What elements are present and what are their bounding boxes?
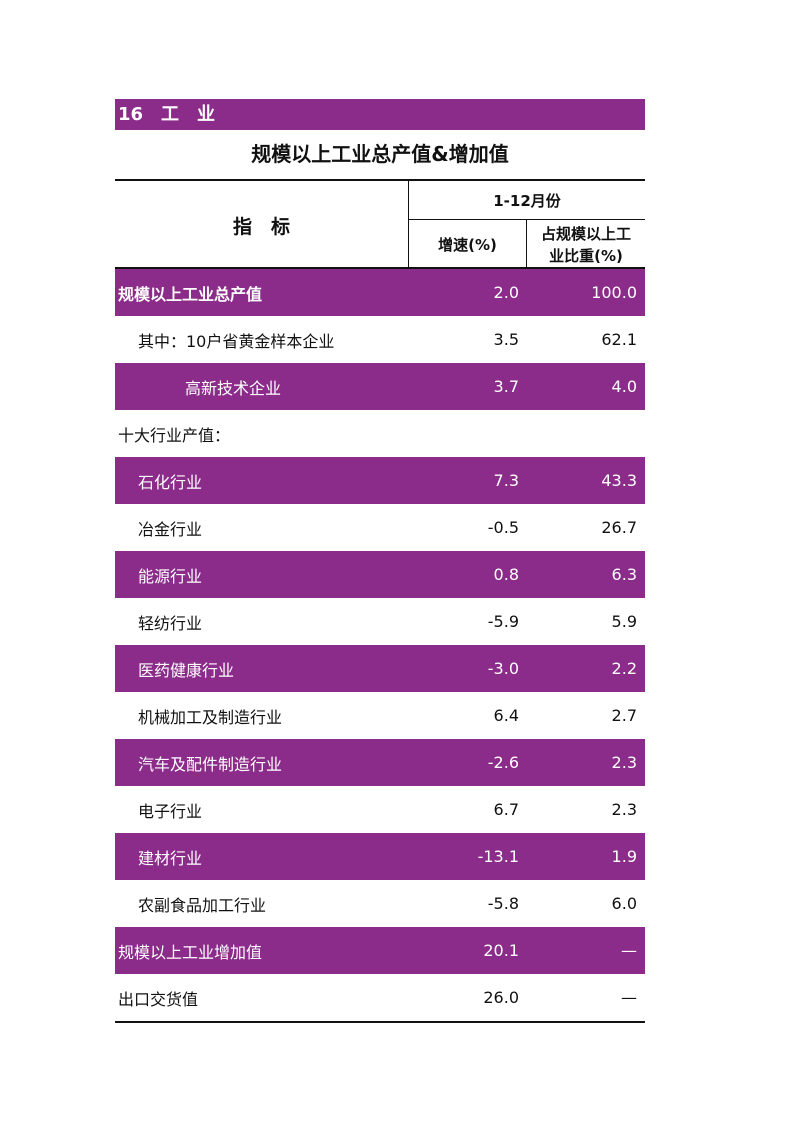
cell-value: 3.5 — [493, 330, 519, 349]
row-label: 高新技术企业 — [185, 378, 282, 398]
table-row: 汽车及配件制造行业 -2.6 2.3 — [115, 739, 645, 786]
cell-value: 1.9 — [611, 847, 637, 866]
table-row: 高新技术企业 3.7 4.0 — [115, 363, 645, 410]
cell-value: 20.1 — [483, 941, 519, 960]
cell-value: 43.3 — [601, 471, 637, 490]
table-row: 规模以上工业总产值 2.0 100.0 — [115, 269, 645, 316]
cell-value: -3.0 — [487, 659, 519, 678]
table-row: 农副食品加工行业 -5.8 6.0 — [115, 880, 645, 927]
cell-value: -13.1 — [477, 847, 519, 866]
cell-value: 0.8 — [493, 565, 519, 584]
cell-value: 7.3 — [493, 471, 519, 490]
row-label: 石化行业 — [138, 472, 203, 492]
share-header: 占规模以上工业比重(%) — [540, 224, 631, 265]
cell-value: 2.2 — [611, 659, 637, 678]
row-label: 机械加工及制造行业 — [138, 707, 283, 727]
table-row: 冶金行业 -0.5 26.7 — [115, 504, 645, 551]
cell-value: 2.3 — [611, 753, 637, 772]
cell-value: 3.7 — [493, 377, 519, 396]
growth-header: 增速(%) — [409, 220, 527, 269]
cell-value: -0.5 — [487, 518, 519, 537]
row-label: 农副食品加工行业 — [138, 895, 267, 915]
table-title: 规模以上工业总产值&增加值 — [251, 142, 509, 166]
cell-value: 5.9 — [611, 612, 637, 631]
cell-value: 2.0 — [493, 283, 519, 302]
table-row: 医药健康行业 -3.0 2.2 — [115, 645, 645, 692]
section-header: 16 工 业 — [115, 99, 645, 130]
cell-value: 4.0 — [611, 377, 637, 396]
row-label: 建材行业 — [138, 848, 203, 868]
row-label: 能源行业 — [138, 566, 203, 586]
table-header: 指 标 1-12月份 增速(%) 占规模以上工业比重(%) — [115, 179, 645, 269]
cell-value: 26.0 — [483, 988, 519, 1007]
table-row: 能源行业 0.8 6.3 — [115, 551, 645, 598]
row-label: 其中：10户省黄金样本企业 — [138, 331, 335, 351]
cell-value: -2.6 — [487, 753, 519, 772]
row-label: 规模以上工业增加值 — [118, 942, 263, 962]
cell-value: 6.4 — [493, 706, 519, 725]
row-label: 电子行业 — [138, 801, 203, 821]
cell-value: 100.0 — [591, 283, 637, 302]
table-row: 机械加工及制造行业 6.4 2.7 — [115, 692, 645, 739]
cell-value: 62.1 — [601, 330, 637, 349]
table-row: 出口交货值 26.0 — — [115, 974, 645, 1021]
row-label: 医药健康行业 — [138, 660, 235, 680]
table-row: 电子行业 6.7 2.3 — [115, 786, 645, 833]
row-label: 轻纺行业 — [138, 613, 203, 633]
cell-value: -5.9 — [487, 612, 519, 631]
table-row: 轻纺行业 -5.9 5.9 — [115, 598, 645, 645]
cell-value: -5.8 — [487, 894, 519, 913]
row-label: 十大行业产值： — [118, 425, 231, 445]
cell-value: 6.7 — [493, 800, 519, 819]
row-label: 汽车及配件制造行业 — [138, 754, 283, 774]
row-label: 出口交货值 — [118, 989, 199, 1009]
table-row: 其中：10户省黄金样本企业 3.5 62.1 — [115, 316, 645, 363]
row-label: 冶金行业 — [138, 519, 203, 539]
table-row: 规模以上工业增加值 20.1 — — [115, 927, 645, 974]
cell-value: 2.7 — [611, 706, 637, 725]
cell-value: — — [621, 988, 637, 1007]
table-row: 十大行业产值： — [115, 410, 645, 457]
cell-value: 26.7 — [601, 518, 637, 537]
indicator-header: 指 标 — [115, 181, 409, 269]
row-label: 规模以上工业总产值 — [118, 284, 263, 304]
period-header: 1-12月份 — [409, 181, 645, 220]
table-row: 建材行业 -13.1 1.9 — [115, 833, 645, 880]
cell-value: — — [621, 941, 637, 960]
table-row: 石化行业 7.3 43.3 — [115, 457, 645, 504]
cell-value: 6.3 — [611, 565, 637, 584]
cell-value: 6.0 — [611, 894, 637, 913]
cell-value: 2.3 — [611, 800, 637, 819]
table-body: 规模以上工业总产值 2.0 100.0 其中：10户省黄金样本企业 3.5 62.1 高新技… — [115, 269, 645, 1023]
